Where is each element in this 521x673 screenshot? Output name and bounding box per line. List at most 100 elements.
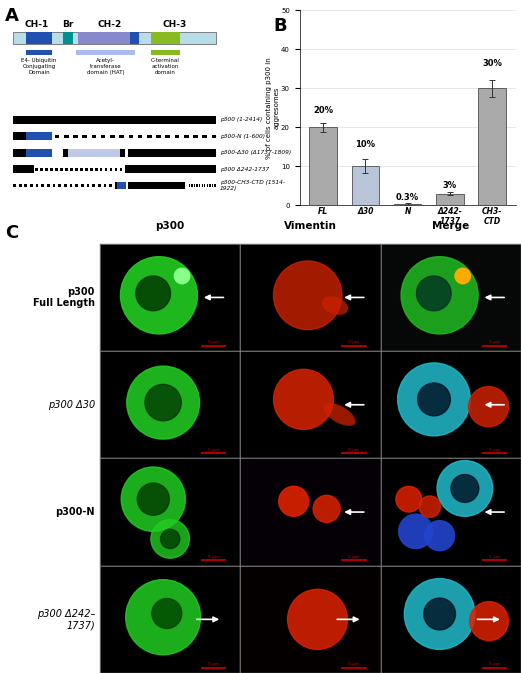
Bar bbox=[381, 244, 521, 351]
Text: 30%: 30% bbox=[482, 59, 502, 68]
Bar bbox=[78, 32, 135, 44]
Bar bbox=[212, 184, 213, 187]
Bar bbox=[13, 32, 216, 44]
Text: 3%: 3% bbox=[443, 180, 457, 190]
Bar bbox=[58, 184, 61, 187]
Bar bbox=[13, 116, 216, 124]
Bar bbox=[436, 194, 464, 205]
Bar bbox=[128, 182, 185, 189]
Bar bbox=[166, 135, 170, 138]
Bar bbox=[191, 184, 192, 187]
Bar bbox=[53, 184, 55, 187]
Bar bbox=[151, 50, 180, 55]
Bar bbox=[175, 135, 179, 138]
Bar bbox=[63, 149, 125, 157]
Text: Acetyl-
transferase
domain (HAT): Acetyl- transferase domain (HAT) bbox=[86, 58, 125, 75]
Bar bbox=[156, 135, 161, 138]
Bar bbox=[129, 135, 133, 138]
Text: A: A bbox=[5, 7, 19, 25]
Bar bbox=[189, 184, 190, 187]
Circle shape bbox=[137, 483, 169, 516]
Circle shape bbox=[274, 261, 342, 330]
Text: 5 μm: 5 μm bbox=[349, 662, 359, 666]
Bar bbox=[110, 168, 113, 171]
Bar bbox=[117, 182, 126, 189]
Circle shape bbox=[127, 366, 200, 439]
Text: p300 (1-2414): p300 (1-2414) bbox=[220, 117, 263, 122]
Bar bbox=[13, 184, 16, 187]
Circle shape bbox=[279, 487, 308, 516]
Bar bbox=[92, 184, 95, 187]
Circle shape bbox=[152, 598, 182, 629]
Bar bbox=[210, 184, 212, 187]
Bar bbox=[81, 184, 84, 187]
Text: p300 Δ30: p300 Δ30 bbox=[48, 400, 95, 410]
Bar bbox=[19, 184, 21, 187]
Circle shape bbox=[274, 369, 333, 429]
Bar bbox=[75, 168, 78, 171]
Bar bbox=[55, 168, 58, 171]
Circle shape bbox=[425, 521, 455, 551]
Circle shape bbox=[396, 487, 421, 512]
Circle shape bbox=[151, 520, 190, 558]
Bar bbox=[120, 168, 122, 171]
Bar bbox=[101, 135, 105, 138]
Bar bbox=[26, 149, 52, 157]
Bar bbox=[92, 135, 96, 138]
Text: p300: p300 bbox=[156, 221, 185, 231]
Text: p300-CH3-CTD (1514-
1922): p300-CH3-CTD (1514- 1922) bbox=[220, 180, 285, 191]
Bar bbox=[13, 133, 52, 140]
Bar bbox=[60, 168, 63, 171]
Circle shape bbox=[145, 384, 181, 421]
Text: Br: Br bbox=[62, 20, 73, 30]
Circle shape bbox=[455, 269, 470, 284]
Text: 5 μm: 5 μm bbox=[349, 555, 359, 559]
Bar bbox=[381, 566, 521, 673]
Bar bbox=[70, 168, 72, 171]
Text: p300 Δ242-1737: p300 Δ242-1737 bbox=[220, 167, 269, 172]
Bar bbox=[381, 458, 521, 566]
Bar bbox=[70, 184, 72, 187]
Bar bbox=[207, 184, 208, 187]
Bar bbox=[184, 135, 189, 138]
Circle shape bbox=[175, 269, 190, 284]
Bar bbox=[26, 133, 52, 140]
Text: CH-2: CH-2 bbox=[97, 20, 121, 30]
Bar bbox=[394, 204, 421, 205]
Bar bbox=[138, 135, 142, 138]
Text: p300-N: p300-N bbox=[56, 507, 95, 517]
Text: B: B bbox=[274, 17, 287, 35]
Y-axis label: % of cells containing p300 in
aggresomes: % of cells containing p300 in aggresomes bbox=[266, 57, 279, 159]
Bar bbox=[119, 135, 124, 138]
Bar bbox=[130, 32, 139, 44]
Bar bbox=[125, 165, 216, 173]
Bar bbox=[90, 168, 93, 171]
Bar bbox=[309, 127, 337, 205]
Text: 5 μm: 5 μm bbox=[208, 662, 219, 666]
Bar bbox=[35, 184, 39, 187]
Bar bbox=[381, 351, 521, 458]
Bar bbox=[76, 50, 135, 55]
Bar bbox=[151, 32, 180, 44]
Circle shape bbox=[288, 590, 348, 649]
Text: p300 Δ242–
1737): p300 Δ242– 1737) bbox=[36, 608, 95, 630]
Bar bbox=[80, 168, 82, 171]
Circle shape bbox=[126, 579, 201, 655]
Circle shape bbox=[451, 474, 479, 502]
Text: 20%: 20% bbox=[313, 106, 333, 114]
Bar bbox=[240, 566, 381, 673]
Bar bbox=[45, 168, 47, 171]
Text: 5 μm: 5 μm bbox=[489, 341, 500, 344]
Bar bbox=[86, 184, 90, 187]
Text: 5 μm: 5 μm bbox=[349, 341, 359, 344]
Bar bbox=[100, 168, 103, 171]
Circle shape bbox=[160, 529, 180, 548]
Text: Merge: Merge bbox=[432, 221, 469, 231]
Bar bbox=[40, 168, 43, 171]
Bar bbox=[147, 135, 152, 138]
Circle shape bbox=[424, 598, 455, 630]
Bar bbox=[98, 184, 101, 187]
Bar bbox=[55, 135, 59, 138]
Circle shape bbox=[404, 579, 475, 649]
Bar bbox=[26, 50, 52, 55]
